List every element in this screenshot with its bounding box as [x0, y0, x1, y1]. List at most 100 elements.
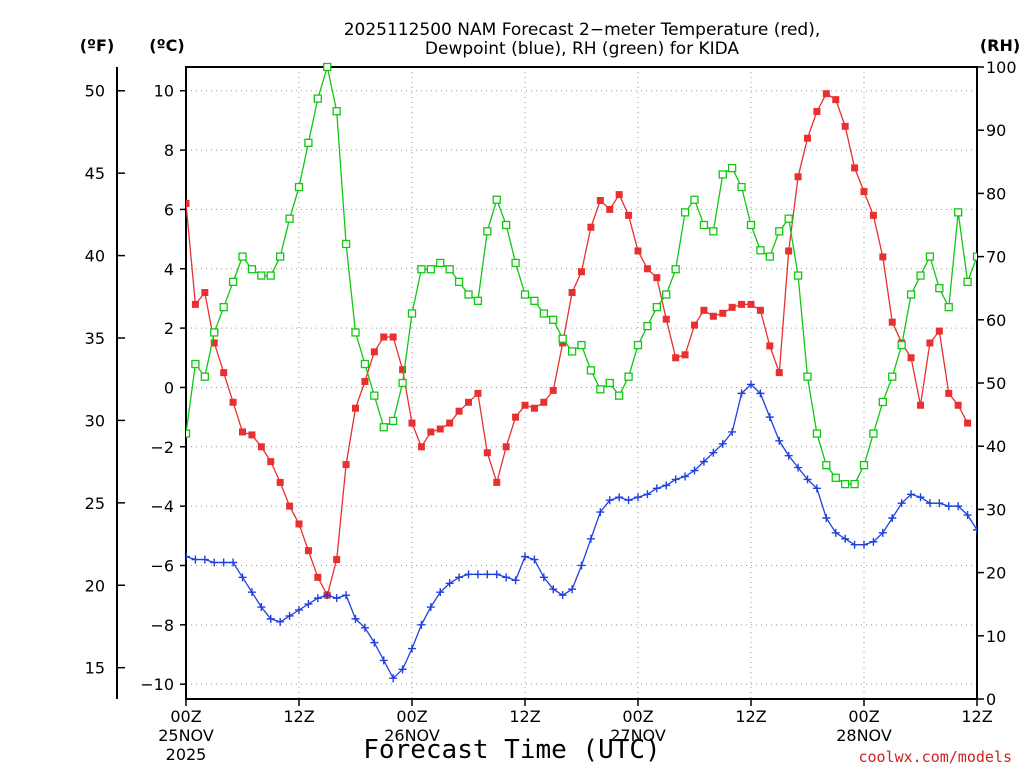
- x-tick-label: 00Z: [396, 707, 427, 726]
- data-point: [398, 378, 407, 388]
- data-point: [276, 478, 284, 486]
- data-point: [793, 271, 803, 280]
- data-point: [577, 340, 586, 350]
- data-point: [643, 265, 651, 273]
- data-point: [295, 520, 303, 528]
- data-point: [502, 573, 511, 582]
- celsius-tick-label: 0: [164, 378, 174, 397]
- data-point: [737, 389, 746, 398]
- data-point: [351, 614, 360, 623]
- data-point: [200, 555, 209, 564]
- data-point: [690, 466, 699, 475]
- data-point: [352, 404, 359, 412]
- data-point: [888, 514, 897, 523]
- data-point: [210, 339, 218, 347]
- data-point: [605, 496, 614, 505]
- data-point: [239, 428, 246, 436]
- data-point: [587, 223, 595, 231]
- data-point: [643, 490, 652, 499]
- data-point: [784, 214, 793, 223]
- x-tick-date-label: 28NOV: [836, 726, 892, 745]
- axes: [116, 66, 984, 706]
- data-point: [267, 458, 275, 466]
- data-point: [342, 461, 350, 469]
- series-group: [186, 90, 972, 599]
- data-point: [737, 182, 746, 192]
- fahrenheit-tick-label: 25: [85, 494, 105, 513]
- data-point: [756, 246, 765, 255]
- data-point: [841, 479, 850, 489]
- fahrenheit-tick-label: 35: [85, 329, 105, 348]
- data-point: [370, 391, 379, 400]
- rh-tick-label: 80: [986, 184, 1006, 203]
- x-tick-label: 00Z: [622, 707, 653, 726]
- data-point: [822, 90, 830, 98]
- data-point: [766, 342, 774, 350]
- data-point: [633, 340, 643, 350]
- data-point: [511, 258, 520, 268]
- data-point: [276, 252, 285, 261]
- data-point: [549, 585, 558, 594]
- celsius-tick-label: 6: [164, 200, 174, 219]
- plot-frame: [185, 66, 978, 700]
- data-point: [191, 555, 200, 564]
- data-point: [530, 404, 538, 412]
- data-point: [229, 558, 238, 567]
- data-point: [219, 558, 228, 567]
- data-point: [238, 573, 247, 582]
- data-point: [963, 511, 972, 520]
- data-point: [681, 351, 689, 359]
- data-point: [596, 385, 605, 394]
- data-point: [549, 386, 557, 394]
- data-point: [332, 107, 341, 116]
- data-point: [436, 425, 444, 433]
- data-point: [417, 265, 426, 274]
- data-point: [746, 220, 756, 230]
- data-point: [436, 588, 445, 597]
- data-point: [379, 423, 388, 432]
- data-point: [360, 623, 369, 632]
- data-point: [191, 300, 199, 308]
- data-point: [709, 227, 718, 236]
- data-point: [454, 277, 464, 287]
- rh-tick-label: 20: [986, 564, 1006, 583]
- data-point: [389, 416, 398, 426]
- data-point: [831, 528, 840, 537]
- celsius-tick-label: −4: [150, 497, 174, 516]
- x-tick-label: 12Z: [961, 707, 992, 726]
- data-point: [747, 380, 755, 389]
- rh-tick-label: 70: [986, 248, 1006, 267]
- data-point: [878, 528, 887, 537]
- data-point: [266, 614, 275, 623]
- data-point: [671, 475, 680, 484]
- data-point: [210, 328, 219, 337]
- data-point: [285, 214, 294, 223]
- data-point: [473, 296, 483, 305]
- data-point: [615, 191, 623, 199]
- data-point: [897, 340, 906, 350]
- data-point: [624, 496, 633, 505]
- data-point: [765, 252, 774, 261]
- data-point: [907, 490, 916, 499]
- data-point: [681, 472, 690, 481]
- data-point: [248, 431, 256, 439]
- data-point: [530, 555, 539, 564]
- data-point: [869, 537, 878, 546]
- celsius-tick-label: −2: [150, 438, 174, 457]
- data-point: [718, 439, 727, 448]
- data-point: [916, 493, 925, 502]
- data-point: [851, 164, 859, 172]
- data-point: [586, 534, 595, 543]
- data-point: [407, 309, 417, 318]
- data-point: [916, 271, 925, 280]
- data-point: [370, 348, 378, 356]
- data-point: [935, 327, 943, 335]
- data-point: [964, 419, 972, 427]
- data-point: [906, 290, 916, 299]
- data-point: [812, 429, 822, 438]
- data-point: [558, 334, 567, 343]
- data-point: [520, 290, 530, 299]
- data-point: [973, 525, 977, 534]
- data-point: [803, 372, 812, 381]
- data-point: [784, 451, 793, 460]
